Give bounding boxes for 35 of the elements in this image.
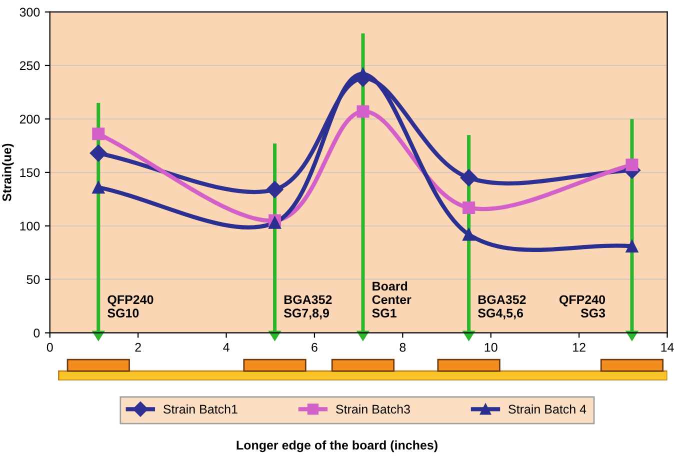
annotation: QFP240 SG3 [559,295,606,318]
legend-label: Strain Batch1 [163,404,238,414]
annotation: QFP240 SG10 [108,295,154,318]
point [356,105,370,118]
y-tick-label: 0 [34,328,40,338]
y-axis-title: Strain(ue) [2,144,14,202]
annotation: BGA352 SG7,8,9 [284,295,332,320]
y-tick-label: 200 [20,114,40,124]
point [266,180,284,198]
y-tick-label: 300 [20,8,40,17]
point [462,201,476,214]
y-tick-label: 100 [20,222,40,231]
annotation: Board Center SG1 [372,281,412,318]
point [92,181,105,194]
legend-label: Strain Batch3 [336,404,410,414]
x-tick-label: 8 [400,342,406,352]
point [462,228,476,241]
point [90,144,107,162]
y-tick-label: 250 [20,61,40,70]
point [92,128,105,140]
x-tick-label: 0 [46,342,53,352]
x-tick-label: 12 [573,342,586,352]
y-tick-label: 50 [26,275,40,284]
x-tick-label: 6 [312,342,318,352]
point [626,158,638,172]
point [626,240,638,252]
y-tick-label: 150 [20,168,40,178]
x-tick-label: 4 [223,343,230,352]
annotation: BGA352 SG4,5,6 [478,295,526,320]
x-tick-label: 14 [661,343,674,352]
legend-label: Strain Batch 4 [508,404,586,414]
text: Longer edge of the board (inches) [236,440,438,452]
point [460,169,478,186]
x-tick-label: 10 [484,342,498,352]
x-tick-label: 2 [135,342,141,352]
